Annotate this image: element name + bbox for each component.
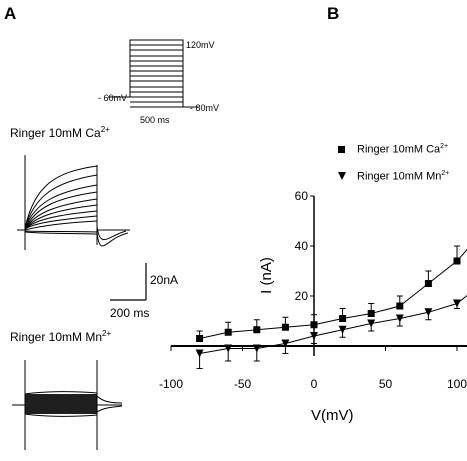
x-tick-label: 0 bbox=[311, 377, 318, 391]
scalebar-current-label: 20nA bbox=[150, 273, 179, 287]
ca-condition-base: Ringer 10mM Ca bbox=[10, 126, 101, 140]
data-point-ca bbox=[453, 257, 461, 265]
x-axis-title: V(mV) bbox=[311, 407, 354, 424]
data-point-ca bbox=[367, 310, 375, 317]
data-point-mn bbox=[453, 299, 461, 308]
data-point-ca bbox=[424, 280, 432, 287]
data-point-ca bbox=[310, 321, 318, 329]
x-tick-label: 50 bbox=[379, 377, 393, 391]
mn-condition-charge: 2+ bbox=[102, 329, 112, 338]
legend-ca-label: Ringer 10mM Ca bbox=[357, 143, 441, 156]
data-point-mn bbox=[281, 339, 290, 348]
legend-entry-ca: Ringer 10mM Ca2+ bbox=[338, 143, 448, 156]
data-point-ca bbox=[396, 302, 404, 310]
mn-condition-base: Ringer 10mM Mn bbox=[10, 330, 103, 344]
x-tick-label: -50 bbox=[234, 377, 252, 391]
y-axis-title: I (nA) bbox=[257, 257, 275, 294]
scale-bar bbox=[110, 263, 147, 301]
data-point-ca bbox=[196, 335, 204, 342]
x-tick-label: 100 bbox=[447, 377, 467, 391]
ca-current-traces bbox=[17, 155, 130, 250]
data-point-ca bbox=[281, 323, 289, 331]
protocol-bottom-label: - 80mV bbox=[190, 103, 220, 113]
protocol-duration-label: 500 ms bbox=[140, 115, 170, 125]
x-tick-label: -100 bbox=[159, 377, 183, 391]
data-point-mn bbox=[195, 349, 204, 358]
panel-label-b: B bbox=[327, 4, 340, 23]
protocol-hold-label: - 60mV bbox=[98, 93, 128, 103]
y-tick-label: 60 bbox=[295, 189, 309, 203]
data-point-mn bbox=[367, 319, 376, 328]
data-point-ca bbox=[253, 326, 261, 334]
legend-square-icon bbox=[338, 145, 345, 153]
data-point-mn bbox=[395, 314, 404, 323]
mn-current-traces bbox=[12, 360, 123, 450]
legend-mn-label: Ringer 10mM Mn bbox=[357, 170, 442, 183]
legend-ca-charge: 2+ bbox=[440, 143, 449, 150]
y-tick-label: 20 bbox=[295, 289, 309, 303]
ca-condition-charge: 2+ bbox=[100, 125, 110, 134]
data-point-ca bbox=[224, 328, 232, 336]
y-tick-label: 40 bbox=[295, 239, 309, 253]
legend-triangle-icon bbox=[338, 171, 346, 180]
panel-label-a: A bbox=[4, 4, 17, 23]
legend-mn-charge: 2+ bbox=[441, 170, 450, 177]
data-point-mn bbox=[252, 344, 261, 353]
data-point-mn bbox=[310, 332, 318, 340]
scalebar-time-label: 200 ms bbox=[110, 306, 150, 320]
legend-entry-mn: Ringer 10mM Mn2+ bbox=[338, 170, 449, 183]
voltage-protocol bbox=[108, 39, 198, 108]
data-point-mn bbox=[424, 308, 433, 317]
ca-condition-label: Ringer 10mM Ca2+ bbox=[10, 125, 110, 140]
data-point-mn bbox=[338, 325, 347, 334]
protocol-top-label: 120mV bbox=[186, 40, 215, 50]
data-point-ca bbox=[339, 315, 347, 322]
series-line-mn bbox=[199, 294, 467, 354]
data-point-mn bbox=[224, 344, 233, 353]
mn-condition-label: Ringer 10mM Mn2+ bbox=[10, 329, 112, 344]
